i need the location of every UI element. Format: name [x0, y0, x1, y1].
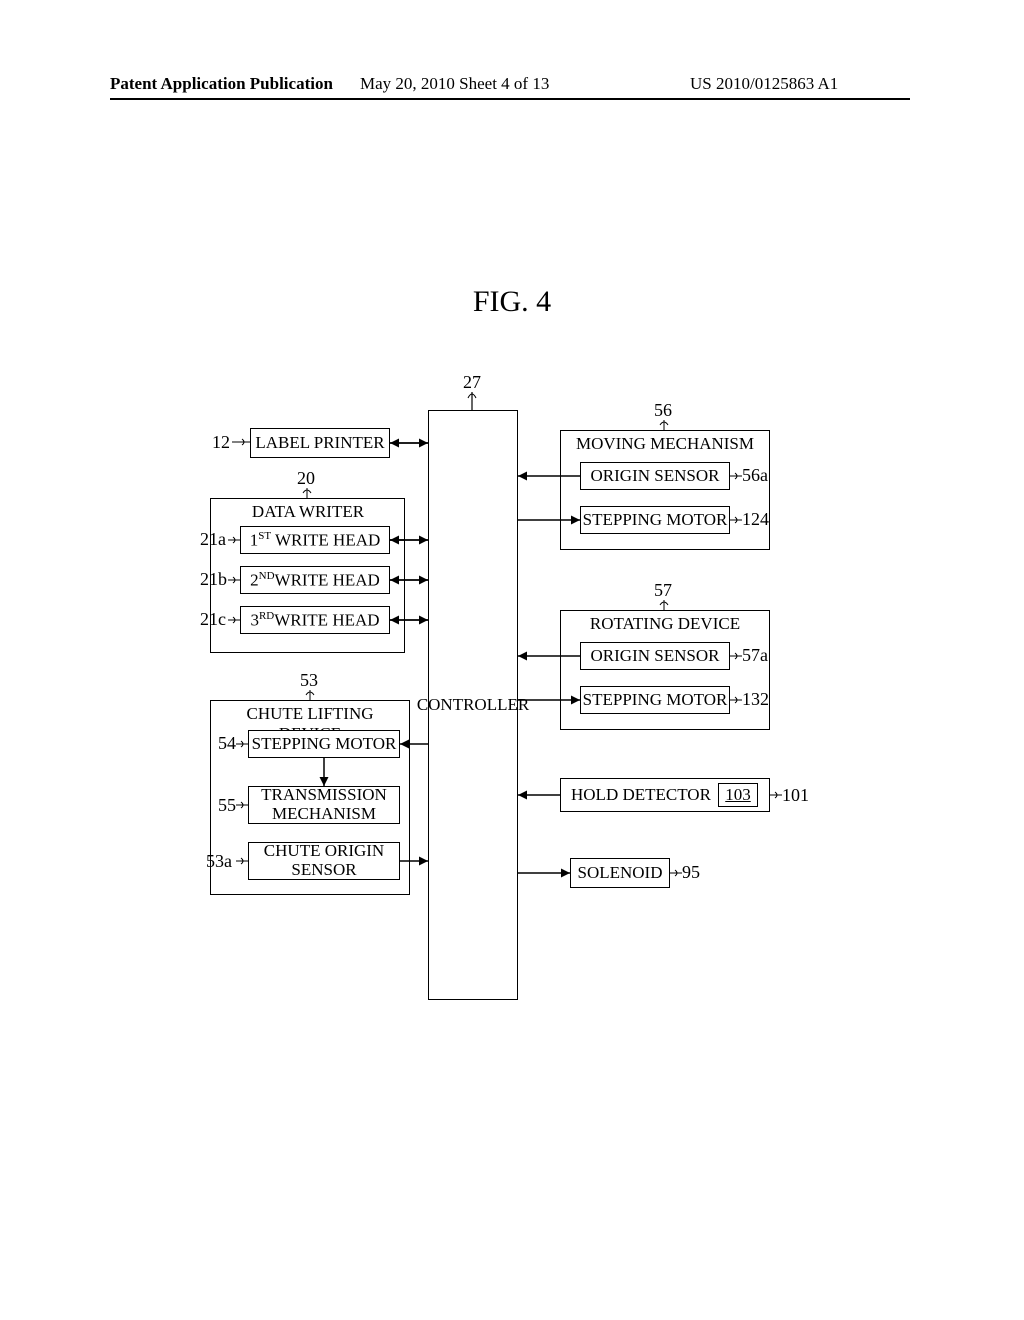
- rotating-step-ref: 132: [742, 689, 769, 710]
- chute-step-box: STEPPING MOTOR: [248, 730, 400, 758]
- rotating-origin-box: ORIGIN SENSOR: [580, 642, 730, 670]
- write-head-3-label: 3RDWRITE HEAD: [250, 610, 379, 630]
- hold-detector-label: HOLD DETECTOR: [571, 786, 711, 805]
- solenoid-box: SOLENOID: [570, 858, 670, 888]
- moving-title: MOVING MECHANISM: [573, 434, 757, 454]
- header-mid: May 20, 2010 Sheet 4 of 13: [360, 74, 549, 94]
- write-head-2-box: 2NDWRITE HEAD: [240, 566, 390, 594]
- block-diagram: CONTROLLER 27 LABEL PRINTER 12 DATA WRIT…: [170, 370, 860, 1010]
- header-right: US 2010/0125863 A1: [690, 74, 838, 94]
- data-writer-title: DATA WRITER: [248, 502, 368, 522]
- data-writer-ref: 20: [297, 468, 315, 489]
- rotating-step-label: STEPPING MOTOR: [583, 691, 728, 710]
- write-head-3-box: 3RDWRITE HEAD: [240, 606, 390, 634]
- moving-step-box: STEPPING MOTOR: [580, 506, 730, 534]
- chute-ref: 53: [300, 670, 318, 691]
- controller-label: CONTROLLER: [417, 696, 529, 715]
- chute-trans-label: TRANSMISSIONMECHANISM: [261, 786, 387, 823]
- label-printer-label: LABEL PRINTER: [255, 434, 384, 453]
- rotating-title: ROTATING DEVICE: [580, 614, 750, 634]
- chute-origin-box: CHUTE ORIGINSENSOR: [248, 842, 400, 880]
- write-head-2-ref: 21b: [200, 569, 227, 590]
- chute-step-ref: 54: [218, 733, 236, 754]
- chute-trans-ref: 55: [218, 795, 236, 816]
- label-printer-ref: 12: [212, 432, 230, 453]
- rotating-origin-label: ORIGIN SENSOR: [591, 647, 720, 666]
- solenoid-label: SOLENOID: [578, 864, 663, 883]
- rotating-ref: 57: [654, 580, 672, 601]
- moving-step-ref: 124: [742, 509, 769, 530]
- figure-title: FIG. 4: [0, 285, 1024, 319]
- controller-ref: 27: [463, 372, 481, 393]
- chute-trans-box: TRANSMISSIONMECHANISM: [248, 786, 400, 824]
- write-head-3-ref: 21c: [200, 609, 226, 630]
- hold-inner-label: 103: [725, 786, 751, 805]
- rotating-step-box: STEPPING MOTOR: [580, 686, 730, 714]
- write-head-1-box: 1ST WRITE HEAD: [240, 526, 390, 554]
- chute-origin-label: CHUTE ORIGINSENSOR: [264, 842, 384, 879]
- label-printer-box: LABEL PRINTER: [250, 428, 390, 458]
- moving-origin-ref: 56a: [742, 465, 768, 486]
- write-head-1-label: 1ST WRITE HEAD: [250, 530, 381, 550]
- header-rule: [110, 98, 910, 100]
- solenoid-ref: 95: [682, 862, 700, 883]
- write-head-2-label: 2NDWRITE HEAD: [250, 570, 380, 590]
- moving-origin-box: ORIGIN SENSOR: [580, 462, 730, 490]
- controller-box: CONTROLLER: [428, 410, 518, 1000]
- hold-inner-box: 103: [718, 783, 758, 807]
- hold-ref: 101: [782, 785, 809, 806]
- header-left: Patent Application Publication: [110, 74, 333, 94]
- moving-ref: 56: [654, 400, 672, 421]
- moving-step-label: STEPPING MOTOR: [583, 511, 728, 530]
- rotating-origin-ref: 57a: [742, 645, 768, 666]
- write-head-1-ref: 21a: [200, 529, 226, 550]
- moving-origin-label: ORIGIN SENSOR: [591, 467, 720, 486]
- chute-origin-ref: 53a: [206, 851, 232, 872]
- chute-step-label: STEPPING MOTOR: [252, 735, 397, 754]
